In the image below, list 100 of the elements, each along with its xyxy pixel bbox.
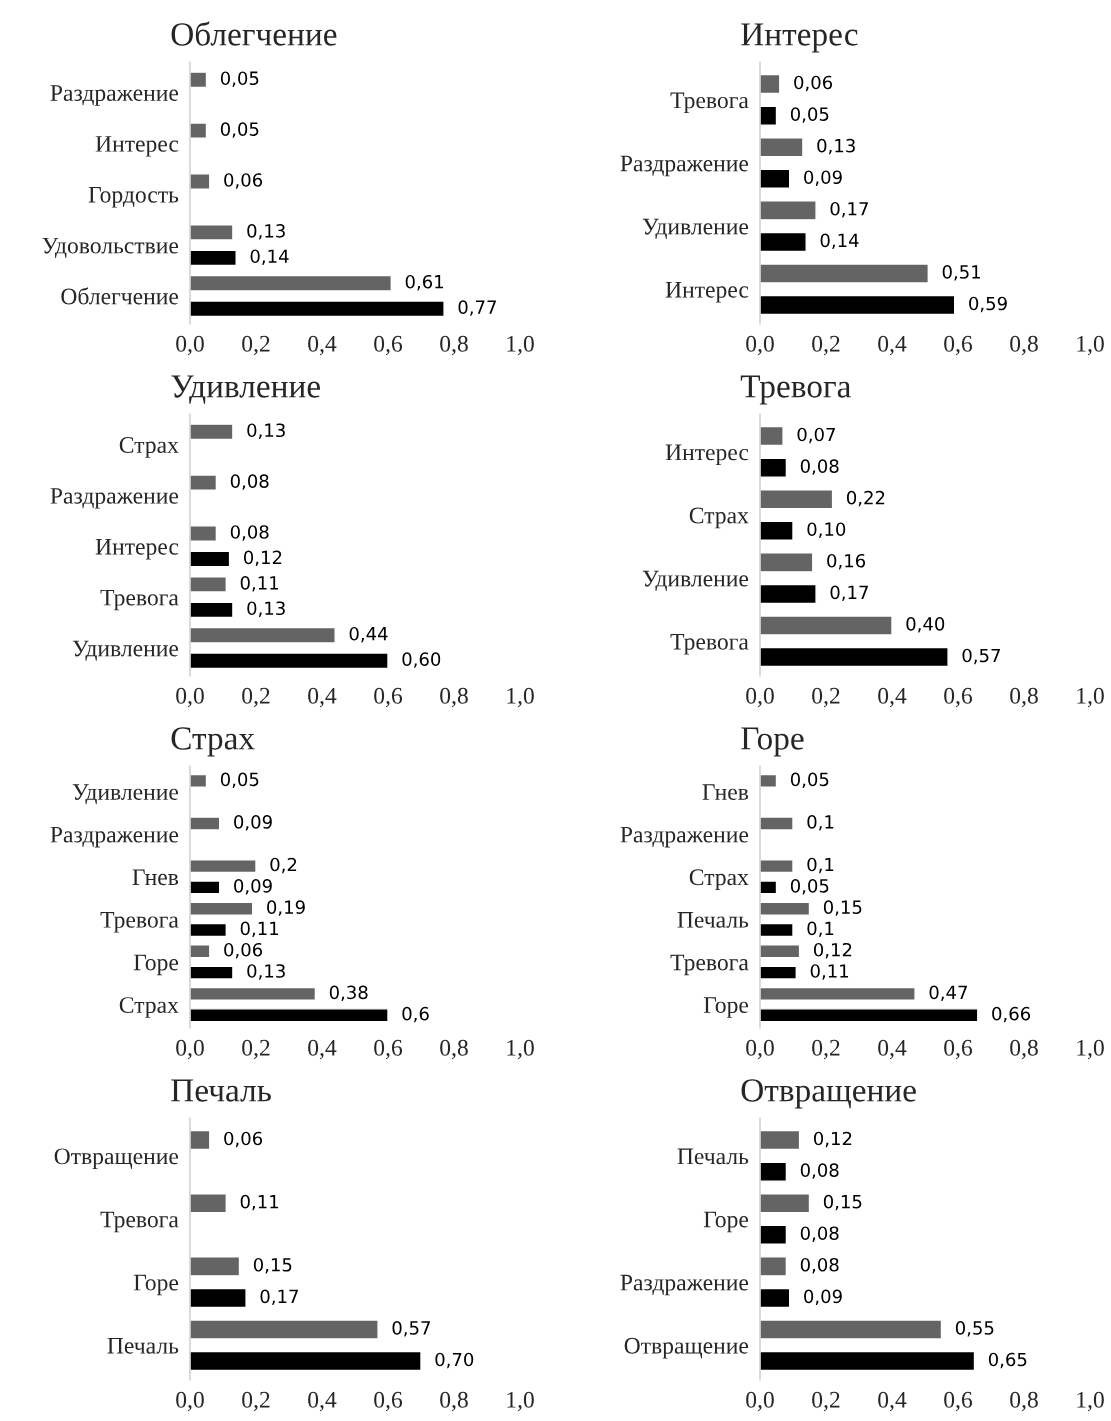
- data-label: 0,65: [988, 1352, 1027, 1369]
- x-tick-label: 1,0: [507, 1039, 534, 1060]
- bar: [190, 859, 257, 874]
- bar: [190, 474, 218, 492]
- x-tick-label: 0,8: [1010, 1039, 1038, 1060]
- data-label: 0,1: [807, 857, 834, 874]
- bar: [190, 274, 392, 292]
- x-tick-label: 0,6: [374, 335, 403, 356]
- x-tick-label: 0,4: [878, 335, 907, 356]
- chart-title: Печаль: [171, 1079, 271, 1102]
- data-label: 0,11: [240, 576, 279, 592]
- data-label: 0,06: [224, 942, 263, 959]
- y-tick-label: Интерес: [95, 136, 179, 157]
- data-label: 0,09: [234, 815, 272, 831]
- data-label: 0,40: [906, 617, 945, 633]
- y-tick-label: Раздражение: [620, 155, 749, 177]
- chart-title: Облегчение: [171, 21, 337, 46]
- x-tick-label: 0,2: [812, 1039, 840, 1060]
- x-tick-label: 0,4: [878, 1039, 907, 1060]
- data-label: 0,66: [992, 1006, 1031, 1023]
- data-label: 0,16: [827, 553, 866, 570]
- y-tick-label: Раздражение: [50, 488, 179, 509]
- bar: [760, 583, 817, 605]
- data-label: 0,05: [790, 107, 829, 123]
- data-label: 0,59: [969, 296, 1007, 313]
- data-label: 0,12: [813, 942, 852, 959]
- x-tick-label: 0,0: [746, 687, 774, 708]
- x-tick-label: 0,4: [878, 687, 907, 708]
- bar: [190, 626, 336, 644]
- y-tick-label: Интерес: [665, 444, 749, 466]
- chart-title: Тревога: [740, 375, 851, 405]
- bar: [190, 576, 227, 593]
- x-tick-label: 0,8: [1010, 1391, 1038, 1412]
- y-tick-label: Раздражение: [50, 826, 179, 848]
- data-label: 0,15: [823, 1194, 862, 1211]
- x-tick-label: 0,8: [440, 335, 468, 356]
- y-tick-label: Печаль: [677, 1148, 749, 1165]
- y-tick-label: Отвращение: [624, 1337, 749, 1359]
- data-label: 0,08: [230, 474, 269, 490]
- data-label: 0,11: [240, 1194, 279, 1211]
- data-label: 0,11: [240, 921, 279, 938]
- y-tick-label: Горе: [703, 997, 749, 1018]
- bar: [190, 1319, 379, 1340]
- data-label: 0,09: [234, 879, 272, 895]
- x-tick-label: 0,4: [308, 335, 337, 356]
- data-label: 0,13: [247, 224, 285, 240]
- data-label: 0,77: [458, 300, 496, 316]
- bar: [760, 615, 893, 636]
- data-label: 0,13: [247, 964, 285, 980]
- data-label: 0,55: [955, 1321, 994, 1337]
- bar: [190, 423, 234, 441]
- y-tick-label: Удивление: [72, 640, 179, 661]
- x-tick-label: 0,6: [944, 1039, 973, 1060]
- data-label: 0,12: [243, 550, 282, 567]
- chart-title: Интерес: [741, 23, 858, 53]
- bar: [190, 550, 231, 568]
- x-tick-label: 0,4: [308, 1039, 337, 1060]
- x-tick-label: 1,0: [507, 335, 534, 356]
- x-tick-label: 0,0: [176, 1039, 204, 1060]
- data-label: 0,12: [813, 1131, 852, 1148]
- x-tick-label: 0,6: [944, 687, 973, 708]
- data-label: 0,13: [247, 601, 285, 617]
- bar: [190, 901, 254, 916]
- bar: [190, 1008, 389, 1023]
- bar: [190, 249, 237, 267]
- x-tick-label: 0,2: [812, 1391, 840, 1412]
- bar: [760, 1129, 801, 1151]
- bar: [190, 122, 208, 140]
- y-tick-label: Тревога: [670, 954, 749, 976]
- data-label: 0,57: [962, 648, 1000, 665]
- data-label: 0,08: [800, 1226, 839, 1242]
- bar: [760, 552, 814, 573]
- bar: [190, 1129, 211, 1151]
- data-label: 0,17: [830, 201, 868, 218]
- bar: [760, 105, 778, 126]
- y-tick-label: Интерес: [665, 282, 749, 303]
- y-tick-label: Страх: [689, 869, 749, 890]
- x-tick-label: 0,2: [812, 335, 840, 356]
- x-tick-label: 0,6: [374, 1039, 403, 1060]
- bar: [190, 300, 445, 318]
- x-tick-label: 1,0: [1077, 1039, 1104, 1060]
- data-label: 0,05: [790, 772, 829, 788]
- bar: [760, 773, 778, 788]
- bar: [760, 425, 784, 447]
- bar: [760, 1287, 791, 1309]
- x-tick-label: 0,6: [374, 1391, 403, 1412]
- bar: [760, 965, 797, 980]
- chart-title: Горе: [741, 727, 804, 757]
- y-tick-label: Удивление: [642, 570, 749, 591]
- x-tick-label: 0,8: [440, 1039, 468, 1060]
- bar: [760, 986, 916, 1002]
- bar: [190, 652, 389, 670]
- bar: [760, 901, 811, 916]
- data-label: 0,15: [253, 1257, 292, 1274]
- x-tick-label: 0,8: [1010, 687, 1038, 708]
- y-tick-label: Удовольствие: [42, 237, 179, 258]
- data-label: 0,07: [797, 427, 835, 444]
- bar: [760, 520, 794, 541]
- data-label: 0,17: [830, 585, 868, 602]
- bar: [190, 601, 234, 619]
